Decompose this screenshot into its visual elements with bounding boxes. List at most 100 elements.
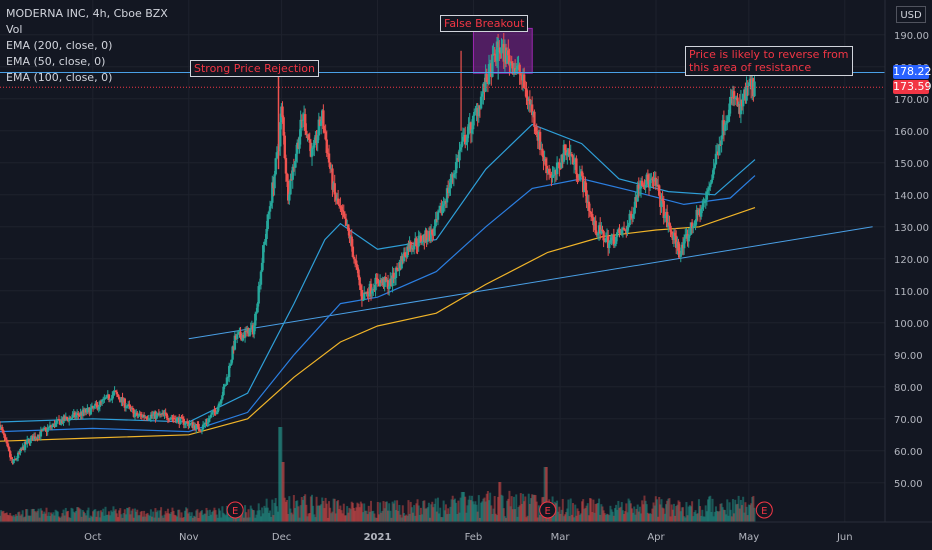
volume-bar — [623, 514, 626, 522]
volume-bar — [382, 501, 385, 522]
volume-bar — [467, 499, 470, 522]
candle-body — [729, 97, 732, 104]
x-tick-label: Dec — [272, 532, 291, 543]
candle-body — [198, 429, 201, 431]
candle-body — [265, 228, 268, 239]
candle-body — [375, 277, 378, 279]
currency-button[interactable]: USD — [896, 6, 926, 23]
volume-bar — [351, 502, 354, 522]
volume-bar — [465, 512, 468, 522]
volume-bar — [630, 508, 633, 522]
candle-body — [360, 289, 364, 301]
volume-bar — [337, 500, 340, 522]
volume-bar — [90, 516, 93, 522]
candle-body — [370, 290, 374, 294]
volume-bar — [440, 517, 443, 522]
earnings-marker[interactable]: E — [226, 501, 244, 519]
candle-body — [223, 385, 226, 387]
candle-body — [469, 122, 473, 134]
volume-bar — [451, 495, 454, 522]
volume-bar — [307, 513, 310, 522]
candle-body — [629, 213, 633, 216]
volume-bar — [442, 500, 445, 522]
reversal-note[interactable]: Price is likely to reverse from this are… — [685, 46, 853, 76]
candle-body — [316, 135, 319, 144]
volume-bar — [65, 511, 68, 522]
volume-bar — [79, 509, 82, 522]
volume-bar — [165, 513, 168, 522]
candle-body — [175, 418, 179, 423]
volume-bar — [739, 499, 742, 522]
candle-body — [94, 403, 97, 407]
volume-bar — [619, 506, 622, 522]
volume-bar — [616, 509, 619, 522]
volume-bar — [560, 509, 563, 522]
candle-body — [445, 188, 449, 203]
candle-body — [114, 390, 117, 392]
volume-bar — [576, 508, 579, 522]
earnings-marker[interactable]: E — [539, 501, 557, 519]
candle-body — [275, 152, 279, 159]
volume-bar — [374, 517, 377, 522]
candle-body — [273, 174, 276, 189]
candle-body — [207, 418, 210, 423]
volume-bar — [650, 514, 653, 522]
candle-body — [279, 122, 282, 147]
candle-body — [516, 65, 519, 70]
ema-100-label[interactable]: EMA (100, close, 0) — [6, 71, 113, 84]
volume-bar — [433, 503, 436, 522]
volume-bar — [212, 510, 215, 522]
volume-bar — [745, 506, 748, 522]
volume-bar — [626, 512, 629, 522]
candle-body — [562, 144, 566, 162]
volume-bar — [466, 505, 469, 522]
volume-bar — [145, 513, 148, 522]
volume-bar — [385, 501, 388, 522]
volume-bar — [17, 512, 20, 522]
candle-body — [283, 135, 286, 159]
volume-bar — [85, 515, 88, 522]
volume-bar — [598, 498, 601, 522]
ema-200-label[interactable]: EMA (200, close, 0) — [6, 39, 113, 52]
candle-body — [613, 243, 617, 246]
volume-bar — [240, 510, 243, 522]
candle-body — [566, 152, 569, 156]
volume-bar — [16, 515, 19, 522]
symbol-title[interactable]: MODERNA INC, 4h, Cboe BZX — [6, 7, 168, 20]
volume-bar — [284, 501, 287, 522]
volume-bar — [113, 510, 116, 522]
vol-indicator-label[interactable]: Vol — [6, 23, 23, 36]
candle-body — [391, 272, 394, 287]
earnings-marker[interactable]: E — [755, 501, 773, 519]
volume-bar — [311, 494, 314, 522]
candle-body — [402, 252, 406, 262]
candle-body — [216, 406, 220, 413]
candle-body — [466, 134, 469, 143]
volume-bar — [254, 517, 257, 522]
volume-bar — [709, 495, 712, 522]
volume-bar — [139, 511, 142, 522]
volume-bar — [155, 512, 158, 522]
volume-bar — [503, 516, 506, 522]
volume-bar — [320, 504, 323, 522]
candle-body — [718, 144, 721, 156]
candle-body — [117, 396, 121, 400]
strong-price-rejection-note[interactable]: Strong Price Rejection — [190, 60, 319, 77]
candle-body — [92, 406, 96, 409]
candle-body — [707, 187, 711, 190]
candle-body — [530, 104, 534, 116]
volume-bar — [134, 508, 137, 522]
candle-body — [662, 200, 665, 218]
candle-body — [317, 119, 321, 136]
candle-body — [680, 244, 684, 254]
candle-body — [555, 162, 559, 175]
volume-bar — [189, 516, 192, 522]
candle-body — [661, 199, 664, 201]
candle-body — [262, 245, 265, 263]
volume-bar — [342, 503, 345, 522]
candle-body — [226, 377, 230, 379]
volume-bar — [244, 505, 247, 522]
ema-50-label[interactable]: EMA (50, close, 0) — [6, 55, 106, 68]
false-breakout-note[interactable]: False Breakout — [440, 15, 529, 32]
